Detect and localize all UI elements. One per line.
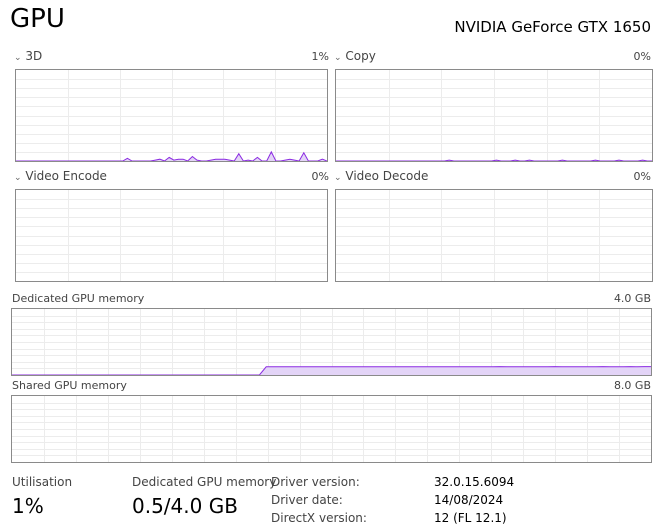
- engine-label: Video Encode: [25, 169, 107, 183]
- dedicated-stat-label: Dedicated GPU memory: [132, 475, 277, 489]
- driver-version-label: Driver version:: [271, 475, 360, 489]
- page-title: GPU: [10, 4, 65, 34]
- series-area: [12, 366, 651, 375]
- engine-label: Copy: [345, 49, 376, 63]
- chevron-down-icon: ⌄: [334, 173, 342, 183]
- driver-date-label: Driver date:: [271, 493, 343, 507]
- gpu-name: NVIDIA GeForce GTX 1650: [454, 18, 651, 36]
- engine-selector-3d[interactable]: ⌄ 3D: [14, 49, 42, 63]
- graph-3d: [15, 69, 328, 162]
- utilisation-value: 1%: [12, 494, 44, 518]
- series-line: [12, 366, 651, 375]
- chevron-down-icon: ⌄: [14, 53, 22, 63]
- dedicated-memory-label: Dedicated GPU memory: [12, 292, 145, 305]
- graph-shared-memory: [11, 395, 652, 463]
- graph-dedicated-memory: [11, 308, 652, 376]
- series-line: [16, 150, 327, 161]
- shared-memory-max: 8.0 GB: [613, 379, 651, 392]
- utilisation-label: Utilisation: [12, 475, 73, 489]
- chevron-down-icon: ⌄: [14, 173, 22, 183]
- engine-percent: 0%: [311, 170, 329, 183]
- driver-date-value: 14/08/2024: [434, 493, 504, 507]
- engine-selector-video-decode[interactable]: ⌄ Video Decode: [334, 169, 428, 183]
- engine-percent: 0%: [633, 170, 651, 183]
- graph-video-decode: [335, 189, 653, 282]
- engine-percent: 0%: [633, 50, 651, 63]
- engine-percent: 1%: [311, 50, 329, 63]
- dedicated-memory-max: 4.0 GB: [613, 292, 651, 305]
- dedicated-stat-value: 0.5/4.0 GB: [132, 494, 238, 518]
- series-line: [336, 159, 652, 161]
- driver-version-value: 32.0.15.6094: [434, 475, 515, 489]
- engine-selector-video-encode[interactable]: ⌄ Video Encode: [14, 169, 107, 183]
- engine-selector-copy[interactable]: ⌄ Copy: [334, 49, 376, 63]
- directx-value: 12 (FL 12.1): [434, 511, 507, 525]
- series-area: [16, 151, 327, 161]
- directx-label: DirectX version:: [271, 511, 367, 525]
- engine-label: Video Decode: [345, 169, 429, 183]
- graph-copy: [335, 69, 653, 162]
- chevron-down-icon: ⌄: [334, 53, 342, 63]
- engine-label: 3D: [25, 49, 43, 63]
- shared-memory-label: Shared GPU memory: [12, 379, 127, 392]
- graph-video-encode: [15, 189, 328, 282]
